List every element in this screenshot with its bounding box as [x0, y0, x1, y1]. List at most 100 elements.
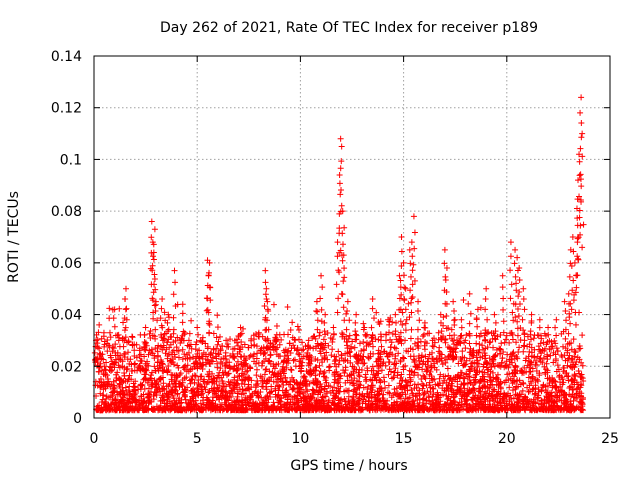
data-point [497, 385, 504, 392]
data-point [266, 390, 273, 397]
data-point [415, 298, 422, 305]
data-point [152, 307, 159, 314]
data-point [153, 389, 160, 396]
data-point [444, 384, 451, 391]
data-point [98, 335, 105, 342]
data-point [150, 396, 157, 403]
data-point [130, 380, 137, 387]
data-point [406, 371, 413, 378]
data-point [178, 399, 185, 406]
data-point [328, 405, 335, 412]
data-point [223, 343, 230, 350]
data-point [142, 402, 149, 409]
y-axis-title: ROTI / TECUs [6, 191, 22, 283]
data-point [312, 404, 319, 411]
data-point [106, 381, 113, 388]
data-point [499, 272, 506, 279]
data-point [385, 382, 392, 389]
data-point [531, 353, 538, 360]
data-point [336, 171, 343, 178]
data-point [525, 388, 532, 395]
data-point [161, 309, 168, 316]
data-point [407, 273, 414, 280]
data-point [576, 207, 583, 214]
data-point [381, 348, 388, 355]
data-point [175, 380, 182, 387]
data-point [460, 375, 467, 382]
data-point [217, 346, 224, 353]
data-point [533, 367, 540, 374]
data-point [443, 265, 450, 272]
data-point [411, 369, 418, 376]
data-point [337, 135, 344, 142]
data-point [340, 278, 347, 285]
data-point [448, 335, 455, 342]
data-point [126, 395, 133, 402]
data-point [223, 389, 230, 396]
data-point [450, 355, 457, 362]
data-point [443, 289, 450, 296]
data-point [497, 378, 504, 385]
data-point [571, 353, 578, 360]
data-point [394, 390, 401, 397]
data-point [576, 172, 583, 179]
data-point [320, 336, 327, 343]
data-point [578, 183, 585, 190]
data-point [318, 385, 325, 392]
data-point [212, 407, 219, 414]
data-point [501, 407, 508, 414]
data-point [429, 337, 436, 344]
data-point [296, 351, 303, 358]
data-point [429, 342, 436, 349]
data-point [374, 388, 381, 395]
data-point [567, 246, 574, 253]
data-point [434, 391, 441, 398]
data-point [148, 369, 155, 376]
data-point [500, 348, 507, 355]
data-point [496, 391, 503, 398]
data-point [132, 360, 139, 367]
data-point [362, 331, 369, 338]
data-point [402, 327, 409, 334]
data-point [548, 394, 555, 401]
data-point [509, 359, 516, 366]
data-point [511, 355, 518, 362]
data-point [468, 365, 475, 372]
data-point [310, 368, 317, 375]
data-point [545, 331, 552, 338]
data-point [472, 378, 479, 385]
data-point [418, 375, 425, 382]
data-point [182, 355, 189, 362]
data-point [408, 295, 415, 302]
data-point [514, 332, 521, 339]
data-point [507, 239, 514, 246]
data-point [527, 406, 534, 413]
data-point [576, 343, 583, 349]
data-point [380, 359, 387, 366]
data-point [320, 398, 327, 405]
data-point [193, 353, 200, 360]
data-point [393, 336, 400, 343]
data-point [568, 262, 575, 269]
data-point [145, 394, 152, 401]
data-point [247, 365, 254, 372]
data-point [545, 398, 552, 405]
data-point [451, 316, 458, 323]
data-point [200, 349, 207, 356]
data-point [264, 345, 271, 352]
data-point [278, 373, 285, 380]
data-point [173, 344, 180, 351]
data-point [222, 395, 229, 402]
data-point [347, 359, 354, 366]
data-point [384, 397, 391, 404]
data-point [333, 368, 340, 375]
data-point [513, 384, 520, 391]
data-point [470, 347, 477, 354]
data-point [532, 357, 539, 364]
data-point [189, 376, 196, 383]
data-point [170, 291, 177, 298]
data-point [350, 368, 357, 375]
data-point [141, 346, 148, 353]
data-point [124, 405, 131, 412]
data-point [238, 380, 245, 387]
